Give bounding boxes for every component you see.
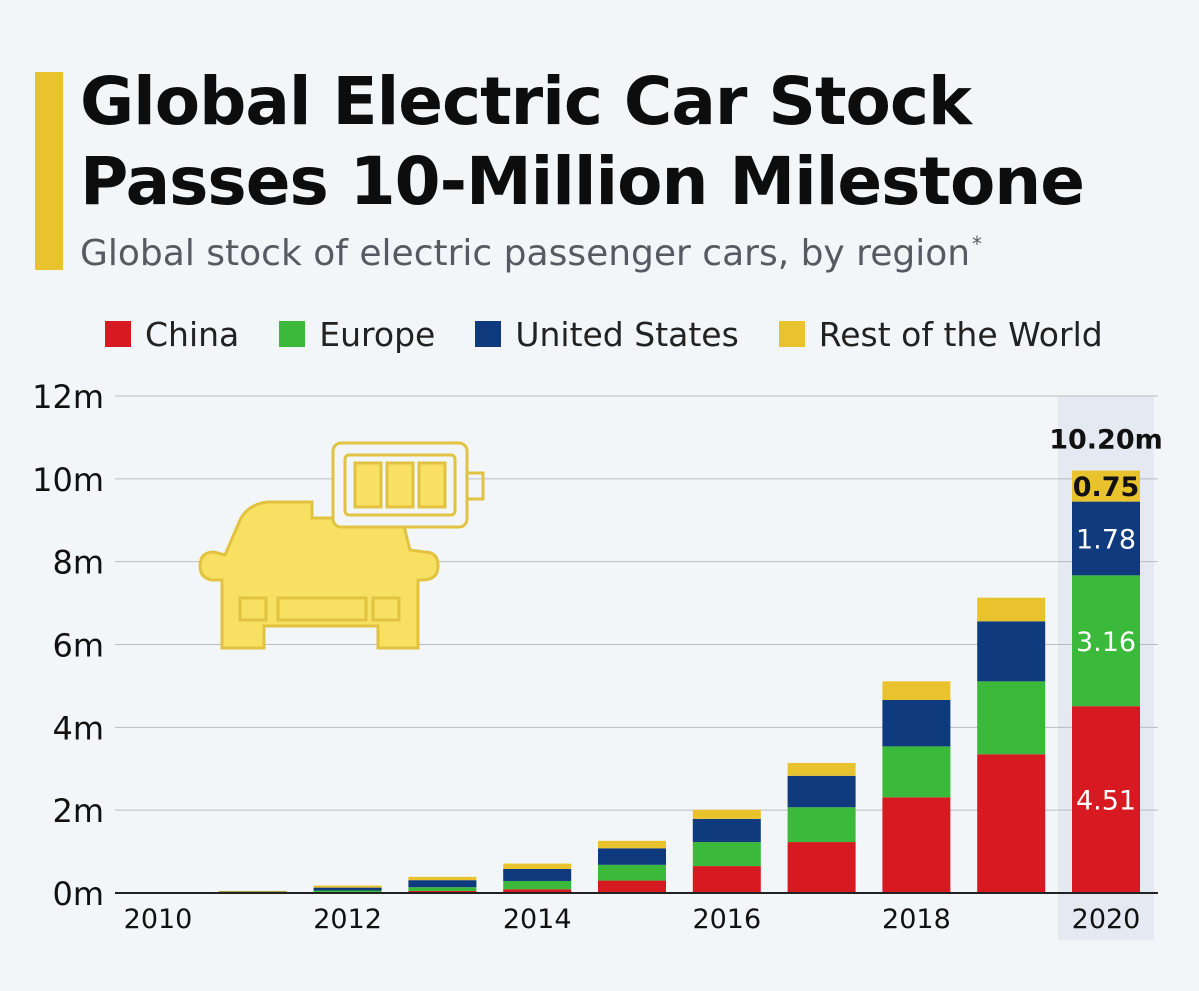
segment-value-label: 3.16 bbox=[1076, 627, 1136, 658]
total-value-label: 10.20m bbox=[1049, 425, 1163, 456]
bar-segment-europe bbox=[598, 864, 666, 881]
legend-item-united-states: United States bbox=[475, 314, 739, 354]
bar-segment-rest-of-the-world bbox=[503, 863, 572, 869]
chart-title: Global Electric Car Stock Passes 10-Mill… bbox=[80, 63, 1085, 220]
segment-value-label: 0.75 bbox=[1073, 472, 1140, 503]
legend-label-china: China bbox=[145, 314, 240, 354]
bar-segment-china bbox=[787, 842, 856, 893]
battery-cell-1 bbox=[353, 461, 383, 509]
car-left-light bbox=[238, 596, 268, 622]
legend-label-rest-of-world: Rest of the World bbox=[818, 314, 1103, 354]
x-tick-label: 2012 bbox=[313, 904, 382, 935]
legend-label-europe: Europe bbox=[319, 314, 436, 354]
y-tick-label: 10m bbox=[32, 461, 104, 499]
legend-swatch-europe bbox=[279, 321, 306, 347]
segment-value-label: 4.51 bbox=[1076, 786, 1136, 817]
bar-segment-china bbox=[503, 889, 572, 893]
title-accent-bar bbox=[35, 72, 63, 270]
electric-car-icon bbox=[198, 500, 440, 650]
bar-segment-europe bbox=[313, 890, 382, 893]
bar-segment-rest-of-the-world bbox=[787, 762, 856, 776]
bar-stacks bbox=[218, 470, 1140, 894]
bar-segment-united-states bbox=[598, 848, 666, 865]
bar-segment-china bbox=[692, 866, 761, 893]
battery-cell-2 bbox=[385, 461, 415, 509]
legend-label-united-states: United States bbox=[515, 314, 739, 354]
car-grille bbox=[276, 596, 368, 622]
y-tick-label: 4m bbox=[52, 709, 104, 747]
segment-value-label: 1.78 bbox=[1076, 524, 1136, 555]
bar-segment-europe bbox=[692, 842, 761, 867]
car-body-shape bbox=[198, 500, 440, 650]
y-tick-label: 6m bbox=[52, 627, 104, 665]
bar-segment-china bbox=[977, 754, 1046, 893]
bar-segment-rest-of-the-world bbox=[218, 890, 287, 892]
bar-segment-united-states bbox=[408, 880, 477, 888]
x-tick-label: 2010 bbox=[124, 904, 193, 935]
x-tick-label: 2018 bbox=[882, 904, 951, 935]
bar-segment-europe bbox=[408, 887, 477, 891]
bar-segment-china bbox=[882, 797, 951, 893]
legend-swatch-china bbox=[105, 321, 131, 347]
bar-segment-united-states bbox=[977, 621, 1046, 682]
bar-segment-rest-of-the-world bbox=[977, 597, 1046, 622]
subtitle-text: Global stock of electric passenger cars,… bbox=[80, 233, 971, 274]
bar-segment-china bbox=[1072, 706, 1140, 893]
x-tick-label: 2014 bbox=[503, 904, 572, 935]
battery-terminal bbox=[465, 471, 485, 501]
y-tick-label: 2m bbox=[52, 792, 104, 830]
legend-swatch-united-states bbox=[475, 321, 502, 347]
legend-item-rest-of-world: Rest of the World bbox=[778, 314, 1103, 354]
bar-segment-europe bbox=[503, 880, 572, 890]
x-axis: 2010 2012 2014 2016 2018 2020 bbox=[115, 892, 1158, 935]
bar-segment-europe bbox=[787, 807, 856, 843]
battery-inner bbox=[343, 453, 457, 517]
x-tick-label: 2016 bbox=[692, 904, 761, 935]
y-axis-ticks: 0m 2m 4m 6m 8m 10m 12m bbox=[32, 378, 104, 913]
bar-segment-united-states bbox=[313, 887, 382, 891]
car-right-light bbox=[371, 596, 401, 622]
legend-swatch-rest-of-world bbox=[778, 321, 805, 347]
bar-segment-united-states bbox=[787, 775, 856, 808]
battery-cell-3 bbox=[417, 461, 447, 509]
bar-segment-rest-of-the-world bbox=[598, 840, 666, 849]
chart-subtitle: Global stock of electric passenger cars,… bbox=[80, 232, 982, 274]
bar-segment-rest-of-the-world bbox=[882, 681, 951, 700]
bar-segment-china bbox=[408, 890, 477, 893]
bar-segment-europe bbox=[977, 681, 1046, 755]
bar-segment-china bbox=[598, 880, 666, 893]
legend-item-china: China bbox=[105, 315, 239, 354]
bar-segment-rest-of-the-world bbox=[1072, 470, 1140, 502]
battery-icon bbox=[331, 441, 485, 529]
bar-segment-united-states bbox=[1072, 501, 1140, 576]
y-tick-label: 12m bbox=[32, 378, 104, 416]
subtitle-footnote-marker: * bbox=[972, 232, 983, 256]
bar-segment-united-states bbox=[692, 818, 761, 843]
bar-segment-rest-of-the-world bbox=[313, 885, 382, 888]
data-labels: 4.51 3.16 1.78 0.75 10.20m bbox=[1049, 425, 1163, 817]
bar-segment-europe bbox=[882, 746, 951, 798]
bar-segment-rest-of-the-world bbox=[692, 809, 761, 819]
bar-segment-united-states bbox=[218, 891, 287, 893]
legend-item-europe: Europe bbox=[279, 315, 435, 354]
bar-segment-united-states bbox=[882, 699, 951, 747]
y-tick-label: 0m bbox=[52, 875, 104, 913]
legend: China Europe United States Rest of the W… bbox=[105, 312, 1143, 356]
bar-segment-rest-of-the-world bbox=[408, 876, 477, 881]
bar-segment-europe bbox=[1072, 575, 1140, 707]
x-tick-label: 2020 bbox=[1072, 904, 1141, 935]
bar-segment-united-states bbox=[503, 868, 572, 881]
y-tick-label: 8m bbox=[52, 544, 104, 582]
